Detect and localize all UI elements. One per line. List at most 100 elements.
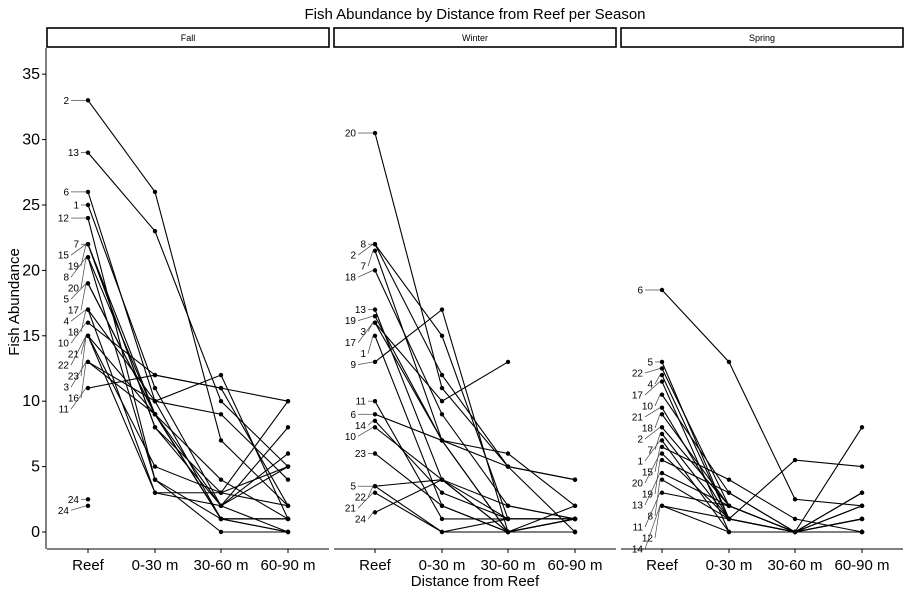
label-leader	[80, 283, 87, 311]
series-line	[374, 243, 576, 481]
series-id-label: 20	[345, 129, 357, 140]
x-tick-label: 0-30 m	[419, 557, 466, 574]
series-id-label: 11	[633, 522, 644, 533]
series-line	[87, 99, 289, 507]
label-leader	[367, 512, 374, 520]
label-leader	[70, 505, 87, 511]
label-leader	[644, 492, 661, 528]
label-leader	[367, 250, 374, 267]
data-point	[792, 497, 798, 502]
data-point	[152, 372, 158, 378]
data-point	[285, 477, 291, 482]
series-line	[374, 132, 576, 533]
data-point	[659, 451, 665, 456]
data-point	[372, 307, 378, 312]
data-point	[659, 490, 665, 495]
data-point	[285, 425, 291, 430]
chart-title: Fish Abundance by Distance from Reef per…	[304, 6, 645, 23]
data-point	[659, 359, 665, 365]
label-leader	[644, 427, 661, 440]
x-tick-label: 0-30 m	[706, 557, 753, 574]
label-leader	[70, 243, 87, 256]
data-point	[372, 313, 378, 319]
series-id-label: 22	[632, 368, 644, 379]
data-point	[85, 150, 91, 155]
data-point	[372, 320, 378, 325]
data-point	[659, 431, 665, 437]
series-id-label: 19	[642, 489, 654, 500]
data-point	[152, 477, 158, 482]
label-leader	[70, 335, 87, 366]
label-leader	[644, 453, 661, 484]
series-line	[374, 453, 576, 533]
data-point	[659, 444, 665, 450]
data-point	[85, 359, 91, 365]
label-leader	[644, 368, 661, 374]
series-id-label: 7	[73, 240, 79, 251]
data-point	[859, 529, 865, 535]
x-tick-label: 30-60 m	[193, 557, 248, 574]
data-point	[152, 385, 158, 391]
facet-strip-label: Fall	[181, 33, 196, 43]
data-point	[85, 307, 91, 312]
series-id-label: 24	[68, 495, 80, 506]
series-line	[87, 335, 289, 494]
data-point	[439, 398, 445, 404]
series-id-label: 2	[350, 251, 356, 262]
series-id-label: 18	[68, 328, 80, 339]
x-tick-label: 0-30 m	[132, 557, 179, 574]
series-id-label: 18	[642, 423, 654, 434]
series-id-label: 11	[59, 405, 70, 416]
facet-strip-label: Spring	[749, 33, 775, 43]
data-point	[85, 189, 91, 195]
label-leader	[70, 361, 87, 388]
series-id-label: 8	[647, 511, 653, 522]
data-point	[218, 398, 224, 404]
data-point	[218, 412, 224, 417]
x-axis-title: Distance from Reef	[411, 573, 540, 590]
y-axis-title: Fish Abundance	[6, 248, 23, 356]
label-leader	[654, 433, 661, 451]
series-id-label: 9	[350, 360, 356, 371]
data-point	[152, 398, 158, 404]
data-point	[439, 412, 445, 417]
x-tick-label: 60-90 m	[834, 557, 889, 574]
series-id-label: 1	[637, 456, 643, 467]
data-point	[659, 372, 665, 378]
data-point	[439, 490, 445, 495]
series-line	[87, 257, 288, 533]
y-tick-label: 20	[22, 262, 40, 279]
data-point	[659, 405, 665, 410]
data-point	[439, 307, 445, 312]
series-id-label: 18	[345, 273, 357, 284]
series-line	[661, 426, 863, 533]
data-point	[439, 333, 445, 338]
data-point	[726, 516, 732, 522]
data-point	[85, 281, 91, 286]
series-id-label: 5	[647, 357, 653, 368]
series-id-label: 20	[632, 478, 644, 489]
series-id-label: 15	[642, 467, 654, 478]
x-tick-label: Reef	[646, 557, 679, 574]
series-id-label: 7	[647, 445, 653, 456]
data-point	[85, 497, 91, 502]
series-id-label: 13	[68, 148, 80, 159]
series-line	[661, 407, 862, 533]
series-id-label: 23	[355, 449, 367, 460]
data-point	[85, 242, 91, 247]
series-id-label: 12	[642, 533, 654, 544]
data-point	[218, 503, 224, 509]
label-leader	[367, 335, 374, 354]
label-leader	[357, 427, 374, 437]
data-point	[659, 425, 665, 430]
data-point	[659, 379, 665, 384]
data-point	[372, 425, 378, 430]
data-point	[85, 98, 91, 103]
series-line	[374, 479, 575, 533]
data-point	[505, 516, 511, 522]
series-id-label: 14	[355, 421, 367, 432]
data-point	[285, 516, 291, 522]
